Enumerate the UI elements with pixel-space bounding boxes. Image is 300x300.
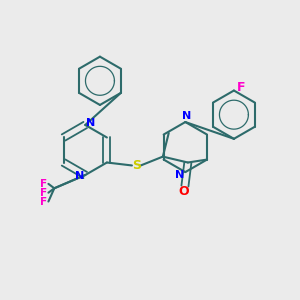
Text: O: O [178,185,189,199]
Text: N: N [182,111,191,121]
Text: S: S [132,159,141,172]
Text: F: F [40,179,48,189]
Text: F: F [40,188,48,198]
Text: F: F [40,196,48,206]
Text: F: F [237,81,245,94]
Text: N: N [75,172,85,182]
Text: N: N [86,118,95,128]
Text: N: N [175,170,184,180]
